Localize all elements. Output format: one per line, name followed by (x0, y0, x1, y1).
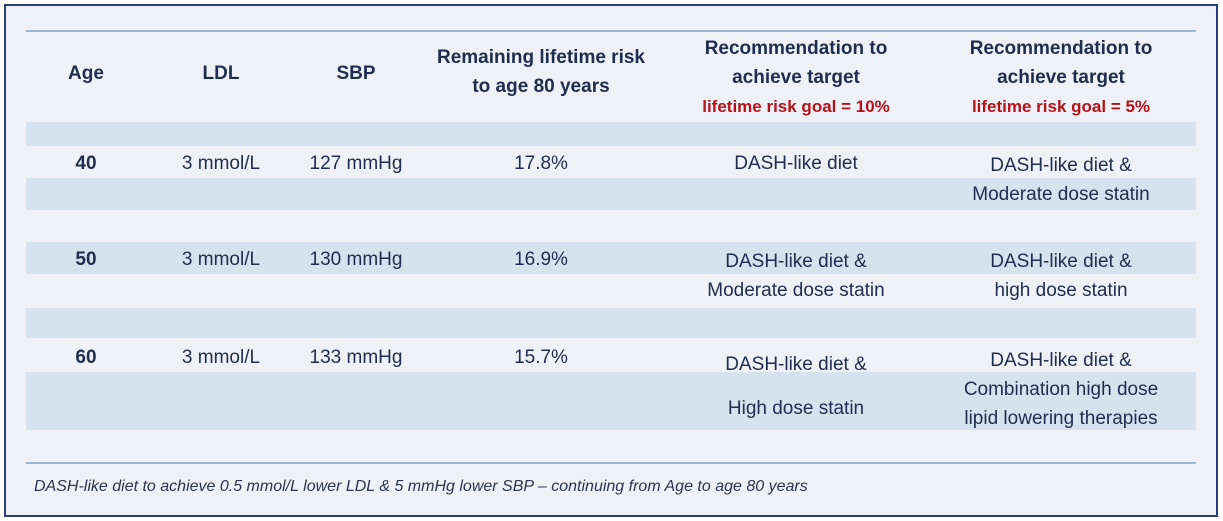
cell-text: 133 mmHg (309, 346, 403, 368)
table-slide: Age LDL SBP Remaining lifetime risk to a… (4, 4, 1218, 517)
header-ldl: LDL (176, 58, 266, 88)
bottom-rule (26, 462, 1196, 464)
table-cell-rec5: DASH-like diet & Combination high dose l… (941, 342, 1181, 436)
table-cell-sbp: 127 mmHg (286, 148, 426, 178)
table-cell-age: 40 (46, 148, 126, 178)
header-rec5: Recommendation to achieve target lifetim… (941, 32, 1181, 122)
table-cell-rec10: DASH-like diet (676, 148, 916, 178)
header-rec5-line1: Recommendation to (969, 37, 1153, 59)
cell-text: lipid lowering therapies (964, 407, 1158, 429)
cell-text: Moderate dose statin (707, 280, 885, 301)
band (26, 178, 1196, 210)
cell-text: high dose statin (994, 280, 1128, 301)
cell-text: 3 mmol/L (181, 248, 261, 270)
table-cell-age: 50 (46, 244, 126, 274)
cell-text: 60 (75, 346, 97, 368)
table-cell-ldl: 3 mmol/L (156, 342, 286, 372)
cell-text: Moderate dose statin (972, 184, 1150, 205)
cell-text: 50 (75, 248, 97, 270)
band (26, 242, 1196, 274)
header-rec10-line1: Recommendation to (704, 37, 888, 59)
header-age: Age (46, 58, 126, 88)
header-rec10: Recommendation to achieve target lifetim… (676, 32, 916, 122)
cell-text: DASH-like diet (734, 152, 858, 174)
header-sbp-label: SBP (336, 62, 376, 84)
table-cell-age: 60 (46, 342, 126, 372)
cell-text: 17.8% (514, 152, 568, 174)
table-cell-rec5: DASH-like diet & high dose statin (941, 244, 1181, 308)
cell-text: 15.7% (514, 346, 568, 368)
cell-text: 40 (75, 152, 97, 174)
table-cell-risk: 15.7% (416, 342, 666, 372)
header-risk-line2: to age 80 years (472, 76, 610, 97)
table-cell-ldl: 3 mmol/L (156, 148, 286, 178)
cell-text: DASH-like diet & (990, 349, 1132, 371)
header-risk: Remaining lifetime risk to age 80 years (416, 42, 666, 102)
header-rec5-goal: lifetime risk goal = 5% (971, 96, 1151, 116)
band (26, 372, 1196, 430)
table-cell-rec10: DASH-like diet & High dose statin (676, 342, 916, 430)
cell-text: 3 mmol/L (181, 152, 261, 174)
header-age-label: Age (68, 62, 104, 84)
band (26, 308, 1196, 338)
cell-text: Combination high dose (963, 378, 1159, 400)
cell-text: 130 mmHg (309, 248, 403, 270)
cell-text: 127 mmHg (309, 152, 403, 174)
table-cell-risk: 16.9% (416, 244, 666, 274)
table-cell-sbp: 130 mmHg (286, 244, 426, 274)
header-rec10-goal: lifetime risk goal = 10% (702, 96, 890, 116)
footnote: DASH-like diet to achieve 0.5 mmol/L low… (34, 478, 808, 495)
cell-text: DASH-like diet & (990, 251, 1132, 272)
header-rec10-line2: achieve target (732, 66, 860, 88)
header-sbp: SBP (306, 58, 406, 88)
table-cell-rec5: DASH-like diet & Moderate dose statin (941, 148, 1181, 212)
cell-text: DASH-like diet & (725, 353, 867, 375)
cell-text: 3 mmol/L (181, 346, 261, 368)
header-rec5-line2: achieve target (997, 66, 1125, 88)
table-cell-risk: 17.8% (416, 148, 666, 178)
table-cell-rec10: DASH-like diet & Moderate dose statin (676, 244, 916, 308)
header-ldl-label: LDL (202, 62, 240, 84)
table-cell-sbp: 133 mmHg (286, 342, 426, 372)
top-rule (26, 30, 1196, 32)
cell-text: 16.9% (514, 248, 568, 270)
cell-text: High dose statin (727, 397, 865, 419)
header-risk-line1: Remaining lifetime risk (436, 47, 645, 68)
table-cell-ldl: 3 mmol/L (156, 244, 286, 274)
cell-text: DASH-like diet & (725, 251, 867, 272)
cell-text: DASH-like diet & (990, 155, 1132, 176)
band (26, 122, 1196, 146)
